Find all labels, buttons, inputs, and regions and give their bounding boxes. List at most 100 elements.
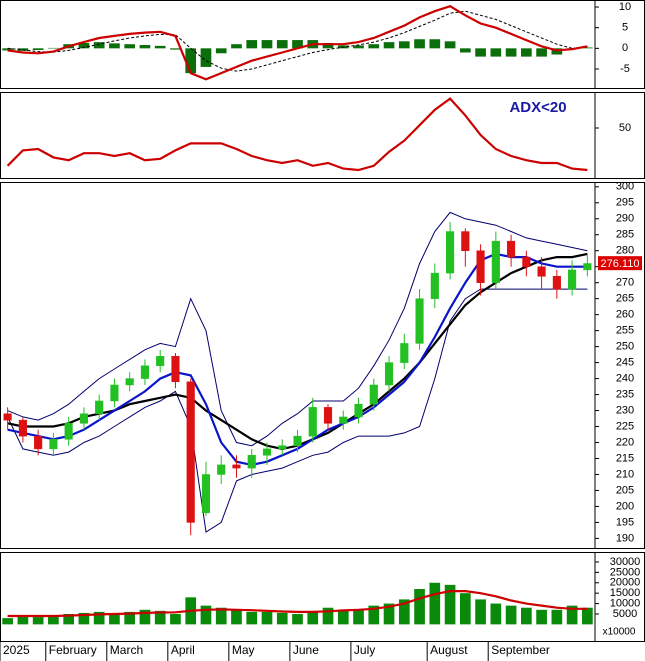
bar <box>429 39 441 49</box>
bar <box>368 44 380 49</box>
bar <box>505 605 517 625</box>
panel-frame <box>0 552 645 642</box>
y-tick-label: 240 <box>616 372 634 384</box>
bar <box>566 605 578 625</box>
y-tick-label: 280 <box>616 245 634 257</box>
candle-body <box>476 250 485 283</box>
y-tick-label: 205 <box>616 484 634 496</box>
bar <box>276 612 288 625</box>
candle-body <box>247 455 256 469</box>
series-line <box>7 211 588 447</box>
bar <box>185 48 197 74</box>
series-line <box>7 252 588 451</box>
candle-body <box>278 445 287 450</box>
y-tick-label: 235 <box>616 388 634 400</box>
y-tick-label: -5 <box>620 63 630 75</box>
candle-body <box>49 439 58 450</box>
candle-body <box>186 381 195 523</box>
bar <box>551 609 563 625</box>
candle-body <box>3 413 12 421</box>
x-tick-label: April <box>171 643 195 657</box>
candle-body <box>64 423 73 440</box>
bar <box>109 43 120 49</box>
bar <box>337 609 349 625</box>
bar <box>200 48 212 67</box>
candle-body <box>201 474 211 514</box>
y-tick-label: 230 <box>616 404 634 416</box>
bar <box>536 609 547 625</box>
last-price-label: 276.110 <box>601 258 640 270</box>
bar <box>322 607 334 625</box>
y-tick-label: 210 <box>616 468 634 480</box>
candle-body <box>354 403 363 418</box>
x-tick-label: June <box>293 643 319 657</box>
candle-body <box>507 240 516 258</box>
bar <box>215 607 227 625</box>
bar <box>475 48 486 57</box>
candle-body <box>110 384 119 402</box>
bar <box>78 42 90 49</box>
bar <box>215 48 227 54</box>
y-tick-label: 245 <box>616 357 634 369</box>
bar <box>139 609 151 625</box>
bar <box>307 611 319 625</box>
candle-body <box>552 276 561 290</box>
y-tick-label: 250 <box>616 341 634 353</box>
bar <box>383 603 395 625</box>
candle-body <box>446 231 455 274</box>
candle-body <box>156 355 165 367</box>
candle-body <box>125 378 134 386</box>
bar <box>276 40 288 49</box>
candle-body <box>339 416 348 424</box>
y-tick-label: 255 <box>616 325 634 337</box>
bar <box>521 607 532 625</box>
series-line <box>6 97 588 172</box>
bar <box>231 609 242 625</box>
candle-body <box>369 384 378 405</box>
candle-body <box>400 343 409 363</box>
candle-body <box>171 355 180 383</box>
y-tick-label: 290 <box>616 213 634 225</box>
y-tick-label: 195 <box>616 516 634 528</box>
x-tick-label: March <box>110 643 143 657</box>
bar <box>292 40 303 49</box>
bar <box>170 613 181 625</box>
bar <box>124 44 136 49</box>
candle-body <box>522 256 531 267</box>
candle-body <box>415 298 424 344</box>
candle-body <box>323 407 333 424</box>
bar <box>246 40 258 49</box>
candle-body <box>491 240 500 283</box>
bar <box>490 48 502 57</box>
bar <box>109 613 120 625</box>
bar <box>353 45 364 49</box>
bar <box>398 41 410 49</box>
bar <box>368 605 380 625</box>
y-tick-label: 265 <box>616 293 634 305</box>
x-tick-label: September <box>491 643 550 657</box>
bar <box>78 612 90 625</box>
bar <box>2 48 13 51</box>
x-tick-label: August <box>430 643 468 657</box>
bar <box>170 48 181 50</box>
y-tick-label: 220 <box>616 436 634 448</box>
bar <box>261 40 273 49</box>
candle-body <box>384 362 394 386</box>
bar <box>490 603 502 625</box>
bar <box>154 610 166 625</box>
bar <box>261 611 273 625</box>
bar <box>505 48 517 57</box>
bar <box>475 599 486 625</box>
y-tick-label: 0 <box>622 42 628 54</box>
y-tick-label: 300 <box>616 181 634 193</box>
bar <box>459 48 471 53</box>
series-line <box>7 288 588 533</box>
bar <box>536 48 547 57</box>
unit-label: x10000 <box>603 627 636 638</box>
candle-body <box>95 400 104 414</box>
y-tick-label: 10000 <box>610 597 641 609</box>
bar <box>124 611 136 625</box>
annotation: ADX<20 <box>509 99 566 116</box>
candle-body <box>308 407 317 437</box>
